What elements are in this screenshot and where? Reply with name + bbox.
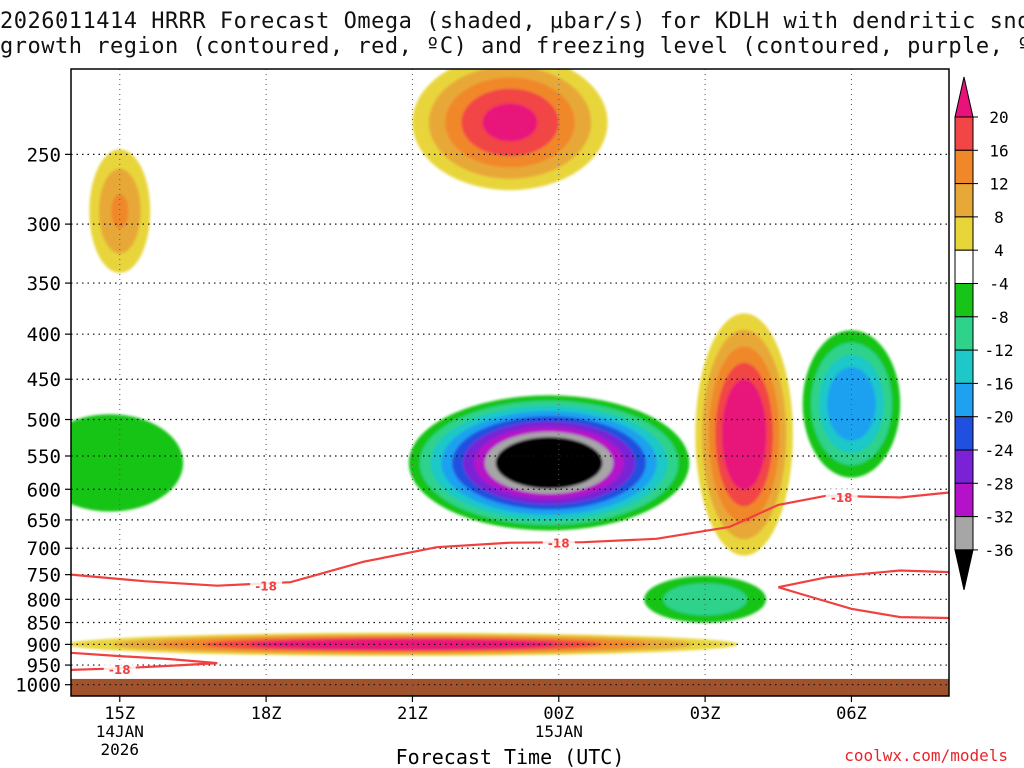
colorbar-bin — [954, 149, 974, 185]
gridlines — [71, 69, 949, 696]
colorbar-bin — [954, 482, 974, 518]
colorbar-tick-label: -28 — [985, 474, 1014, 493]
omega-core-2 — [837, 383, 866, 425]
ytick-label: 300 — [27, 214, 61, 236]
xtick-label: 15Z — [104, 704, 135, 724]
omega-core-0 — [509, 443, 589, 482]
source-credit: coolwx.com/models — [844, 746, 1008, 765]
omega-shaded-field — [71, 69, 949, 696]
colorbar-tick-label: -36 — [985, 541, 1014, 560]
contour-label: -18 — [548, 537, 570, 551]
ytick-label: 250 — [27, 144, 61, 166]
colorbar-bin — [954, 316, 974, 351]
ytick-label: 500 — [27, 410, 61, 432]
pressure-axis: 2503003504004505005506006507007508008509… — [15, 144, 71, 697]
chart-title-line-2: growth region (contoured, red, ºC) and f… — [0, 34, 1024, 59]
colorbar-bin — [954, 349, 974, 384]
omega-blobs — [71, 69, 901, 656]
colorbar-bin — [954, 116, 974, 151]
omega-core-5 — [730, 400, 758, 469]
colorbar-tick-label: -4 — [989, 275, 1008, 294]
ytick-label: 1000 — [15, 675, 61, 697]
colorbar-tick-label: -16 — [985, 374, 1014, 393]
colorbar-tick-label: 4 — [994, 241, 1004, 260]
contour-label: -18 — [109, 663, 131, 677]
x-axis-title: Forecast Time (UTC) — [396, 745, 625, 768]
omega-core-6 — [482, 103, 538, 142]
colorbar-tick-label: -8 — [989, 308, 1008, 327]
colorbar-bin — [954, 416, 974, 451]
ytick-label: 950 — [27, 655, 61, 677]
ytick-label: 400 — [27, 324, 61, 346]
xtick-label: 06Z — [836, 704, 867, 724]
colorbar-top-arrow — [954, 76, 974, 118]
omega-core-1 — [89, 449, 131, 477]
contour-label: -18 — [831, 491, 853, 505]
contour--18-3 — [778, 569, 949, 589]
ytick-label: 650 — [27, 510, 61, 532]
contour-label: -18 — [255, 580, 277, 594]
xtick-sublabel: 15JAN — [535, 722, 583, 741]
omega-core-7 — [111, 193, 129, 229]
colorbar-bin — [954, 183, 974, 218]
xtick-sublabel: 14JAN — [96, 722, 144, 741]
contour-label-bg-0 — [250, 577, 283, 593]
colorbar-tick-label: 8 — [994, 208, 1004, 227]
colorbar-tick-label: 16 — [989, 141, 1008, 160]
xtick-label: 03Z — [690, 704, 721, 724]
contour-label-bg-3 — [103, 661, 136, 677]
xtick-sublabel: 2026 — [101, 740, 140, 759]
ground-below-surface — [71, 678, 949, 696]
ytick-label: 600 — [27, 479, 61, 501]
xtick-label: 18Z — [251, 704, 282, 724]
colorbar-tick-label: -12 — [985, 341, 1014, 360]
xtick-label: 00Z — [543, 704, 574, 724]
colorbar-bin — [954, 516, 974, 551]
ytick-label: 450 — [27, 369, 61, 391]
dendritic-growth-contours: -18 -18 -18 -18 — [71, 488, 949, 677]
colorbar: 20 16 12 8 4 -4 -8 -12 -16 -20 -24 -28 -32 -36 — [954, 76, 1014, 591]
xtick-label: 21Z — [397, 704, 428, 724]
chart-title-line-1: 2026011414 HRRR Forecast Omega (shaded, … — [0, 9, 1024, 34]
contour-label-bg-1 — [542, 534, 575, 550]
ytick-label: 550 — [27, 446, 61, 468]
contour--18-2 — [777, 586, 949, 620]
contour-label-bg-2 — [825, 488, 858, 504]
ytick-label: 350 — [27, 273, 61, 295]
colorbar-tick-label: 12 — [989, 175, 1008, 194]
plot-frame — [70, 68, 950, 697]
ytick-label: 850 — [27, 613, 61, 635]
colorbar-bin — [954, 449, 974, 484]
colorbar-tick-label: -20 — [985, 408, 1014, 427]
omega-core-4 — [308, 641, 497, 648]
colorbar-bottom-arrow — [954, 549, 974, 591]
ytick-label: 900 — [27, 634, 61, 656]
ytick-label: 750 — [27, 565, 61, 587]
colorbar-bin — [954, 283, 974, 318]
colorbar-bin — [954, 216, 974, 251]
colorbar-tick-label: -32 — [985, 508, 1014, 527]
ytick-label: 700 — [27, 538, 61, 560]
colorbar-tick-label: 20 — [989, 108, 1008, 127]
ytick-label: 800 — [27, 589, 61, 611]
colorbar-bin — [954, 382, 974, 418]
colorbar-tick-label: -24 — [985, 441, 1014, 460]
colorbar-bin — [954, 249, 974, 284]
